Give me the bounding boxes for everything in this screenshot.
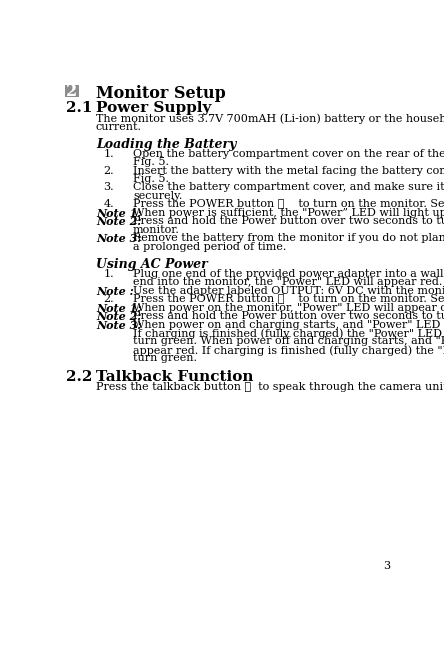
Text: Note 1:: Note 1:: [96, 208, 141, 219]
Text: When power on the monitor, "Power" LED will appear orange: When power on the monitor, "Power" LED w…: [133, 303, 444, 312]
Text: 4.: 4.: [103, 200, 114, 209]
Text: Talkback Function: Talkback Function: [96, 369, 253, 384]
Text: Note 3:: Note 3:: [96, 233, 141, 244]
Text: Remove the battery from the monitor if you do not plan to use it for: Remove the battery from the monitor if y…: [133, 233, 444, 243]
Text: The monitor uses 3.7V 700mAH (Li-ion) battery or the household AC power: The monitor uses 3.7V 700mAH (Li-ion) ba…: [96, 113, 444, 124]
Text: Note 3:: Note 3:: [96, 319, 141, 330]
Text: Press and hold the Power button over two seconds to turn off the monitor.: Press and hold the Power button over two…: [133, 311, 444, 321]
Text: Loading the Battery: Loading the Battery: [96, 138, 236, 151]
Text: Open the battery compartment cover on the rear of the monitor.  See: Open the battery compartment cover on th…: [133, 148, 444, 159]
Text: Fig. 5.: Fig. 5.: [133, 157, 169, 167]
Text: Note :: Note :: [96, 286, 134, 297]
Text: If charging is finished (fully charged) the "Power" LED will: If charging is finished (fully charged) …: [133, 328, 444, 338]
Text: 2: 2: [66, 83, 77, 100]
Text: 2.: 2.: [103, 294, 114, 304]
Text: Fig. 5.: Fig. 5.: [133, 174, 169, 184]
Text: Plug one end of the provided power adapter into a wall outlet and the other: Plug one end of the provided power adapt…: [133, 269, 444, 279]
Text: Using AC Power: Using AC Power: [96, 258, 207, 271]
Text: end into the monitor, the "Power" LED will appear red. See Fig. 6.: end into the monitor, the "Power" LED wi…: [133, 277, 444, 287]
Text: 1.: 1.: [103, 148, 114, 159]
Text: Press and hold the Power button over two seconds to turn off the: Press and hold the Power button over two…: [133, 216, 444, 226]
Text: When power on and charging starts, and "Power" LED will appear orange.: When power on and charging starts, and "…: [133, 319, 444, 330]
Text: Use the adapter labeled OUTPUT: 6V DC with the monitor.: Use the adapter labeled OUTPUT: 6V DC wi…: [133, 286, 444, 295]
Text: Press the POWER button ⏻    to turn on the monitor. See Fig. 6.: Press the POWER button ⏻ to turn on the …: [133, 294, 444, 304]
Text: turn green.: turn green.: [133, 353, 197, 364]
Text: 2.: 2.: [103, 165, 114, 176]
Text: 1.: 1.: [103, 269, 114, 279]
Text: a prolonged period of time.: a prolonged period of time.: [133, 242, 286, 252]
Text: appear red. If charging is finished (fully charged) the "Power" LED will: appear red. If charging is finished (ful…: [133, 345, 444, 356]
Text: monitor.: monitor.: [133, 225, 180, 235]
Text: turn green. When power off and charging starts, and "Power" LED will: turn green. When power off and charging …: [133, 336, 444, 347]
Text: current.: current.: [96, 122, 142, 132]
FancyBboxPatch shape: [65, 85, 79, 97]
Text: 2.1: 2.1: [66, 101, 93, 115]
Text: When power is sufficient, the "Power” LED will light up (green light).: When power is sufficient, the "Power” LE…: [133, 208, 444, 218]
Text: 3: 3: [383, 561, 390, 570]
Text: Press the POWER button ⏻    to turn on the monitor. See Fig. 5.: Press the POWER button ⏻ to turn on the …: [133, 200, 444, 209]
Text: Note 1:: Note 1:: [96, 303, 141, 314]
Text: 2.2: 2.2: [66, 369, 93, 384]
Text: securely.: securely.: [133, 191, 182, 201]
Text: 3.: 3.: [103, 183, 114, 192]
Text: Monitor Setup: Monitor Setup: [96, 86, 226, 102]
Text: Note 2:: Note 2:: [96, 216, 141, 227]
Text: Insert the battery with the metal facing the battery compartment.  See: Insert the battery with the metal facing…: [133, 165, 444, 176]
Text: Note 2:: Note 2:: [96, 311, 141, 322]
Text: Power Supply: Power Supply: [96, 101, 211, 115]
Text: Press the talkback button 🔊  to speak through the camera unit. See Fig. 7.: Press the talkback button 🔊 to speak thr…: [96, 382, 444, 392]
Text: Close the battery compartment cover, and make sure it is locked: Close the battery compartment cover, and…: [133, 183, 444, 192]
